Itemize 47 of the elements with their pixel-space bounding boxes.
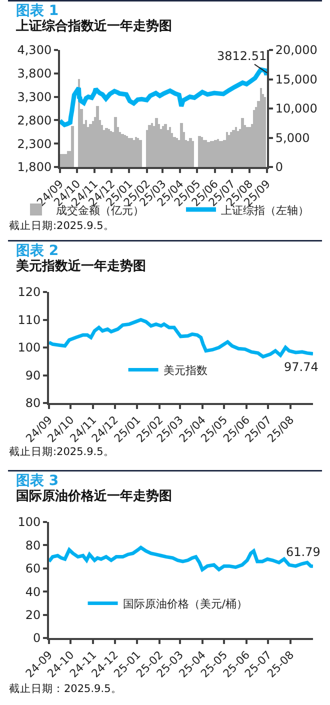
legend-label: 国际原油价格（美元/桶） bbox=[122, 597, 248, 610]
bar bbox=[139, 140, 142, 167]
y-tick-label: 3,800 bbox=[17, 66, 52, 81]
bar bbox=[264, 97, 266, 167]
y-tick-label: 90 bbox=[25, 368, 41, 382]
y-tick-label: 80 bbox=[25, 396, 41, 410]
y-tick-label: 1,800 bbox=[17, 160, 52, 174]
chart-subtitle: 美元指数近一年走势图 bbox=[15, 259, 147, 275]
y-tick-label: 120 bbox=[18, 285, 41, 300]
y2-tick-label: 10,000 bbox=[275, 102, 318, 116]
annotation: 3812.51 bbox=[217, 49, 267, 63]
chart-title: 图表 1 bbox=[15, 3, 60, 19]
y-tick-label: 100 bbox=[18, 515, 41, 530]
y-tick-label: 100 bbox=[18, 340, 41, 355]
y2-tick-label: 0 bbox=[275, 160, 284, 174]
y-tick-label: 40 bbox=[25, 584, 41, 599]
y-tick-label: 110 bbox=[18, 312, 41, 327]
y2-tick-label: 15,000 bbox=[275, 72, 318, 86]
annotation: 97.74 bbox=[284, 360, 318, 374]
bar bbox=[253, 110, 255, 167]
y-tick-label: 2,800 bbox=[17, 113, 52, 128]
line-series bbox=[49, 318, 313, 358]
legend-label: 美元指数 bbox=[163, 364, 208, 377]
chart-subtitle: 上证综合指数近一年走势图 bbox=[15, 19, 173, 35]
bar bbox=[198, 136, 201, 167]
chart-title: 图表 3 bbox=[15, 473, 60, 489]
y-tick-label: 20 bbox=[25, 608, 41, 622]
y-tick-label: 2,300 bbox=[17, 136, 52, 151]
annotation: 61.79 bbox=[286, 545, 320, 559]
y-tick-label: 3,300 bbox=[17, 90, 52, 104]
legend-label: 上证综指（左轴） bbox=[221, 204, 309, 217]
bar bbox=[180, 123, 183, 167]
chart-title: 图表 2 bbox=[15, 243, 60, 259]
bar bbox=[60, 154, 62, 167]
y-tick-label: 0 bbox=[32, 631, 41, 646]
y-tick-label: 60 bbox=[25, 562, 41, 576]
bar bbox=[192, 141, 194, 167]
text: 截止日期:2025.9.5。 bbox=[8, 220, 116, 233]
text: 截止日期：2025.9.5。 bbox=[8, 683, 123, 696]
text: 截止日期:2025.9.5。 bbox=[8, 446, 116, 459]
y2-tick-label: 20,000 bbox=[275, 43, 318, 58]
bar bbox=[71, 126, 74, 167]
y2-tick-label: 5,000 bbox=[275, 130, 310, 145]
chart-subtitle: 国际原油价格近一年走势图 bbox=[15, 489, 173, 505]
y-tick-label: 4,300 bbox=[17, 43, 52, 58]
y-tick-label: 80 bbox=[25, 538, 41, 552]
bar bbox=[114, 117, 117, 167]
